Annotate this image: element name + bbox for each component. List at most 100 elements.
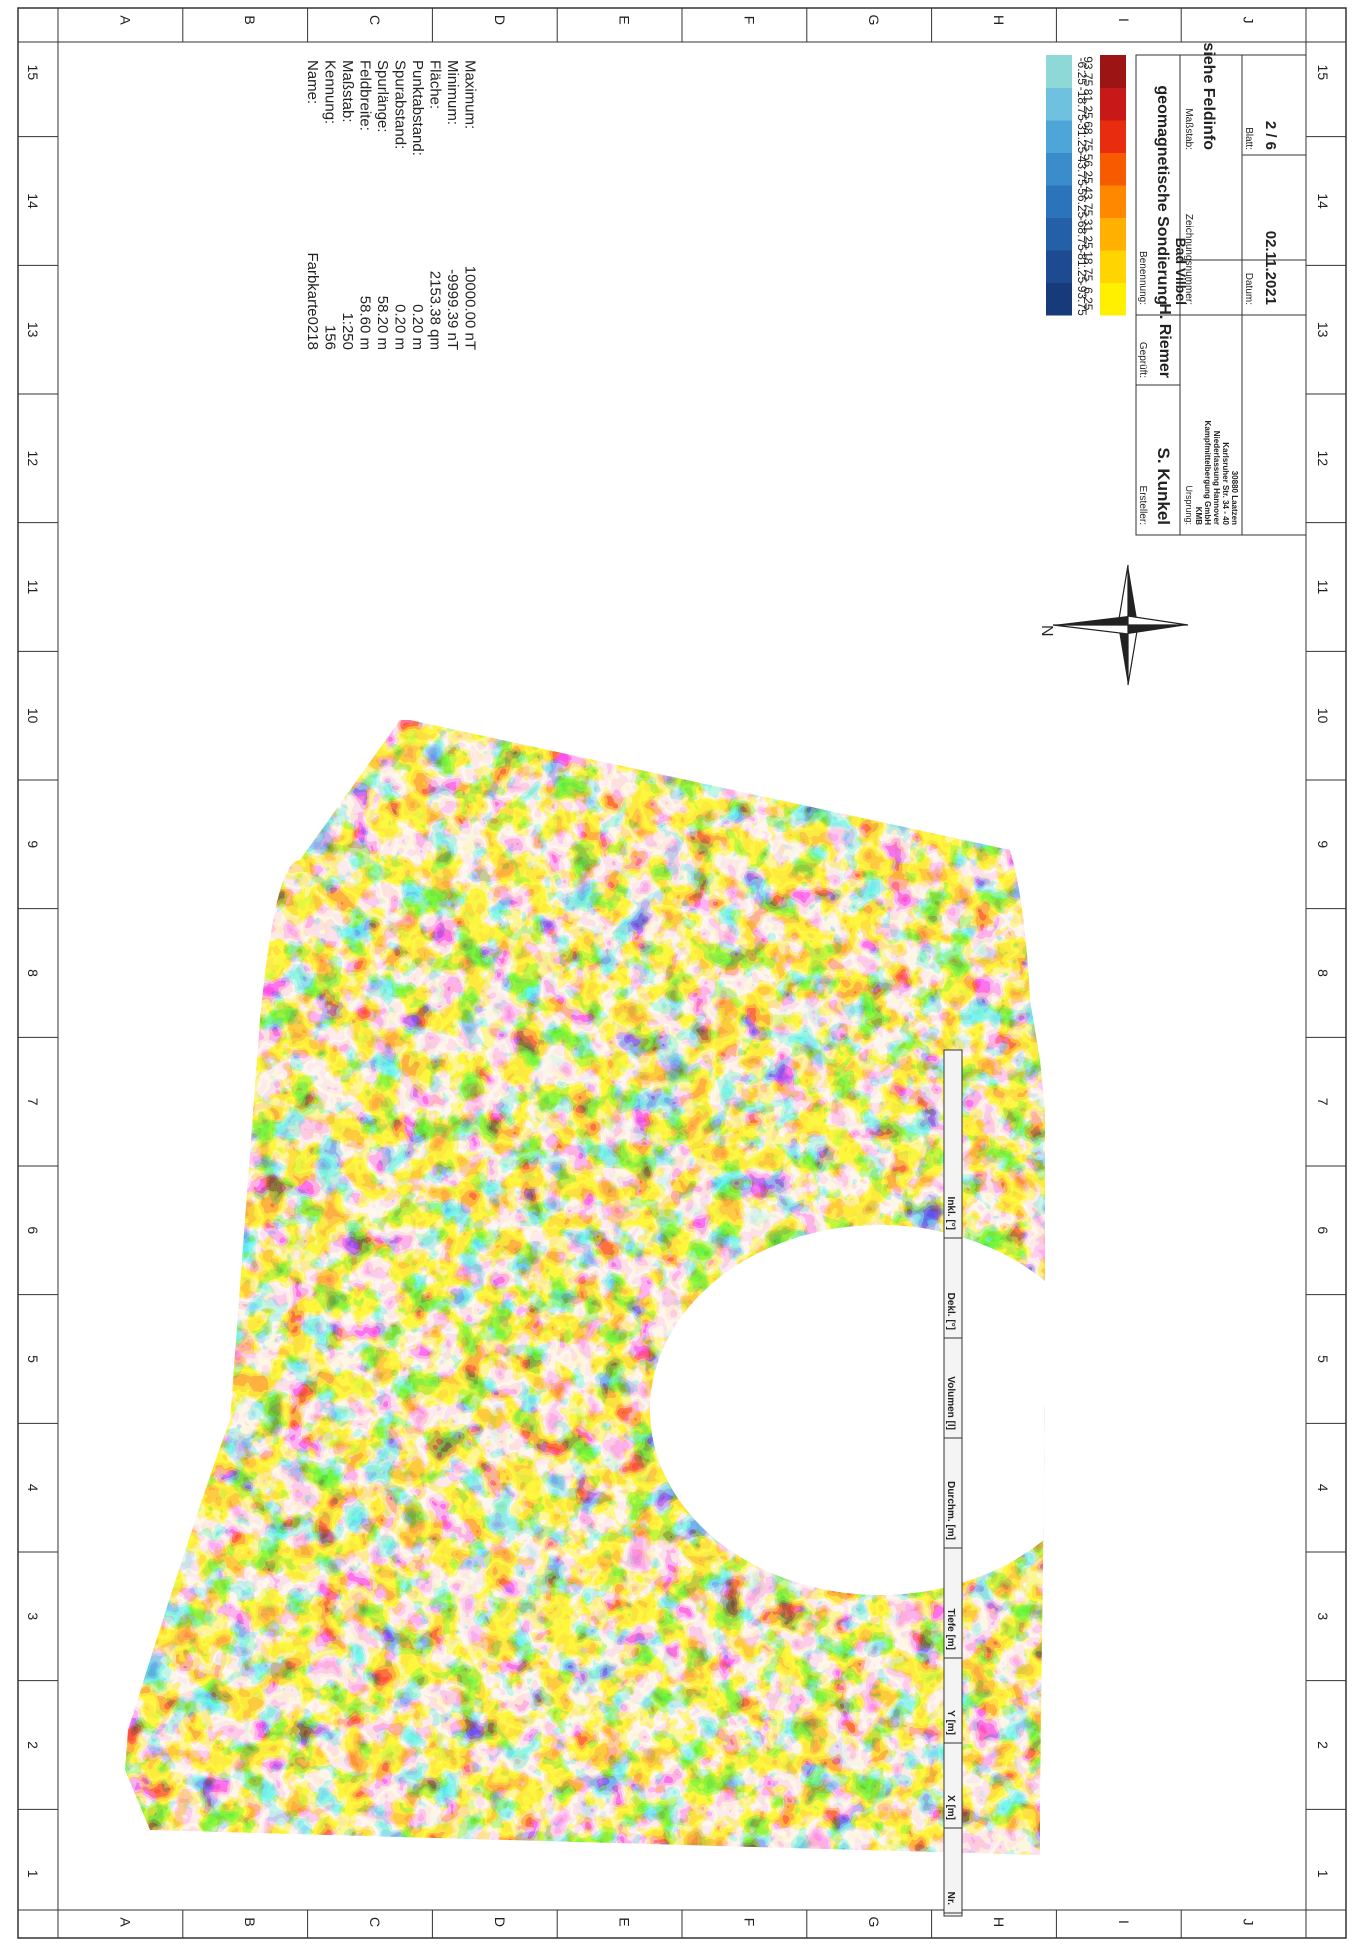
grid-number-bottom: 15 xyxy=(1315,65,1331,81)
legend-swatch-negative xyxy=(1046,120,1072,153)
grid-letter-left: H xyxy=(991,15,1007,25)
grid-number-bottom: 11 xyxy=(1315,580,1331,595)
field-info-value: 10000.00 nT xyxy=(462,266,479,350)
grid-number-top: 13 xyxy=(25,322,41,338)
datum-label: Datum: xyxy=(1243,273,1254,305)
legend-label-positive: 81.25 xyxy=(1081,89,1095,119)
legend-swatch-negative xyxy=(1046,217,1072,251)
grid-number-top: 15 xyxy=(25,65,41,81)
field-info-value: 0.20 m xyxy=(392,304,409,350)
grid-letter-right: F xyxy=(741,1918,757,1927)
legend-swatch-negative xyxy=(1046,282,1072,316)
legend-label-negative: -6.25 xyxy=(1075,58,1089,86)
legend-label-negative: -31.25 xyxy=(1075,119,1089,153)
zeichnung-label: Zeichnungsnummer: xyxy=(1183,214,1194,305)
grid-letter-right: E xyxy=(617,1917,633,1926)
legend-swatch-negative xyxy=(1046,87,1072,121)
ursprung-line: 30880 Laatzen xyxy=(1230,471,1239,525)
ursprung-line: Niederlassung Hannover xyxy=(1212,431,1221,525)
legend-swatch-positive xyxy=(1100,120,1126,153)
legend-label-negative: -68.75 xyxy=(1075,217,1089,251)
grid-letter-left: F xyxy=(741,16,757,25)
field-info-label: Maßstab: xyxy=(339,60,356,123)
field-info-value: 156 xyxy=(322,325,339,350)
grid-letter-left: D xyxy=(492,15,508,25)
blatt-value: 2 / 6 xyxy=(1262,121,1279,150)
legend-swatch-positive xyxy=(1100,282,1126,316)
grid-number-top: 1 xyxy=(25,1870,41,1878)
grid-number-top: 12 xyxy=(25,451,41,467)
blatt-label: Blatt: xyxy=(1243,127,1254,150)
legend-label-positive: 31.25 xyxy=(1081,219,1095,249)
legend-swatch-negative xyxy=(1046,152,1072,186)
legend-swatch-positive xyxy=(1100,152,1126,186)
table-header: Tiefe [m] xyxy=(945,1609,956,1651)
grid-letter-left: I xyxy=(1116,18,1132,22)
legend-swatch-positive xyxy=(1100,55,1126,88)
grid-letter-right: A xyxy=(117,1917,133,1927)
table-header: Dekl. [°] xyxy=(945,1293,956,1330)
ursprung-line: Karlsruher Str. 34 - 40 xyxy=(1221,442,1230,525)
field-info-label: Spurlänge: xyxy=(374,60,391,133)
field-info-value: 1:250 xyxy=(339,312,356,350)
field-info-value: -9999.39 nT xyxy=(444,269,461,350)
legend-label-negative: -18.75 xyxy=(1075,87,1089,121)
grid-number-top: 8 xyxy=(25,969,41,977)
grid-letter-right: G xyxy=(866,1917,882,1928)
legend-swatch-positive xyxy=(1100,87,1126,121)
grid-number-top: 4 xyxy=(25,1484,41,1492)
field-info: Name: Kennung: Maßstab: Feldbreite: Spurläng… xyxy=(304,60,479,350)
grid-number-bottom: 6 xyxy=(1315,1226,1331,1234)
color-legend: -93.75-81.25-68.75-56.25-43.75-31.25-18.… xyxy=(1046,55,1126,316)
geprueft-label: Geprüft: xyxy=(1137,342,1148,378)
grid-number-bottom: 14 xyxy=(1315,193,1331,209)
grid-letter-left: G xyxy=(866,15,882,26)
data-gap xyxy=(650,1225,1045,1595)
table-header: Y [m] xyxy=(945,1710,956,1735)
ersteller-name: S. Kunkel xyxy=(1154,448,1173,525)
title-block: Ersteller: S. Kunkel Geprüft: H. Riemer Ursp… xyxy=(1135,42,1307,536)
table-header: X [m] xyxy=(945,1795,956,1820)
grid-letter-right: C xyxy=(367,1917,383,1927)
field-info-label: Fläche: xyxy=(427,60,444,109)
grid-letter-right: B xyxy=(242,1917,258,1926)
legend-label-negative: -93.75 xyxy=(1075,282,1089,316)
grid-number-bottom: 8 xyxy=(1315,969,1331,977)
grid-letter-right: J xyxy=(1241,1919,1257,1926)
table-header: Inkl. [°] xyxy=(945,1197,956,1230)
field-info-value: 58.60 m xyxy=(357,296,374,350)
grid-number-top: 7 xyxy=(25,1098,41,1106)
grid-letter-left: E xyxy=(617,15,633,24)
field-info-value: 2153.38 qm xyxy=(427,271,444,350)
legend-label-positive: 18.75 xyxy=(1081,251,1095,281)
ersteller-label: Ersteller: xyxy=(1137,486,1148,525)
legend-swatch-negative xyxy=(1046,55,1072,88)
massstab-label: Maßstab: xyxy=(1183,108,1194,150)
grid-number-top: 6 xyxy=(25,1226,41,1234)
north-label: N xyxy=(1038,625,1055,637)
grid-number-top: 14 xyxy=(25,193,41,209)
legend-swatch-negative xyxy=(1046,250,1072,283)
grid-number-bottom: 13 xyxy=(1315,322,1331,338)
table-header: Durchm. [m] xyxy=(945,1481,956,1540)
grid-letter-left: A xyxy=(117,15,133,25)
field-info-value: Farbkarte0218 xyxy=(304,252,321,350)
field-info-label: Name: xyxy=(304,60,321,104)
benennung-location: Bad Vilbel xyxy=(1173,238,1189,305)
grid-letter-right: I xyxy=(1116,1920,1132,1924)
grid-letter-right: D xyxy=(492,1917,508,1927)
legend-label-positive: 56.25 xyxy=(1081,154,1095,184)
grid-number-top: 9 xyxy=(25,840,41,848)
grid-ticks xyxy=(18,8,1346,1939)
ursprung-line: KMB xyxy=(1194,507,1203,525)
legend-label-positive: 93.75 xyxy=(1081,56,1095,86)
field-info-label: Feldbreite: xyxy=(357,60,374,131)
grid-number-top: 3 xyxy=(25,1612,41,1620)
grid-letter-right: H xyxy=(991,1917,1007,1927)
field-info-label: Spurabstand: xyxy=(392,60,409,149)
geprueft-name: H. Riemer xyxy=(1156,303,1173,378)
grid-number-bottom: 3 xyxy=(1315,1612,1331,1620)
grid-number-bottom: 9 xyxy=(1315,840,1331,848)
